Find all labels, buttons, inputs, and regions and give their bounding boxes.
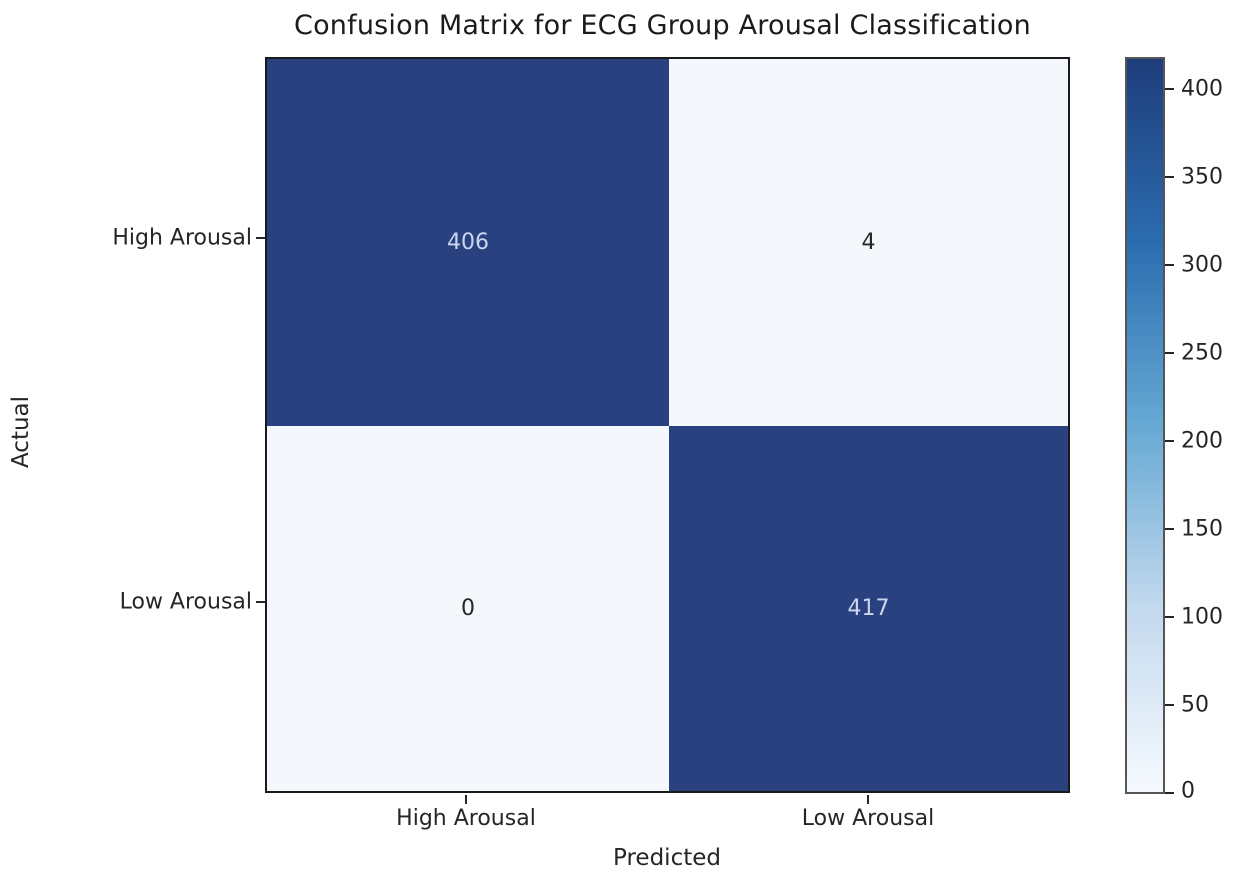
- x-tick-mark: [867, 795, 869, 804]
- colorbar-gradient: [1125, 57, 1165, 794]
- matrix-cell-actual-low-pred-high: 0: [267, 426, 669, 791]
- matrix-cell-actual-low-pred-low: 417: [669, 426, 1068, 791]
- colorbar-tick-mark: [1165, 440, 1174, 442]
- y-tick-mark: [256, 601, 265, 603]
- y-tick-label-high-arousal: High Arousal: [112, 225, 252, 251]
- colorbar-tick-mark: [1165, 88, 1174, 90]
- colorbar-tick-label: 250: [1181, 340, 1223, 366]
- colorbar-tick-label: 350: [1181, 164, 1223, 190]
- colorbar-tick-mark: [1165, 704, 1174, 706]
- colorbar-tick-mark: [1165, 616, 1174, 618]
- colorbar-tick-label: 100: [1181, 604, 1223, 630]
- colorbar-tick-label: 50: [1181, 692, 1209, 718]
- cell-value: 417: [847, 596, 890, 621]
- x-tick-mark: [465, 795, 467, 804]
- chart-title: Confusion Matrix for ECG Group Arousal C…: [294, 10, 1031, 41]
- x-tick-label-low-arousal: Low Arousal: [801, 806, 935, 831]
- colorbar-tick-mark: [1165, 176, 1174, 178]
- colorbar-tick-mark: [1165, 264, 1174, 266]
- y-tick-label-low-arousal: Low Arousal: [119, 589, 252, 615]
- colorbar-tick-label: 400: [1181, 76, 1223, 102]
- colorbar-tick-mark: [1165, 792, 1174, 794]
- cell-value: 406: [447, 230, 489, 255]
- matrix-cell-actual-high-pred-high: 406: [267, 59, 669, 426]
- y-tick-mark: [256, 237, 265, 239]
- colorbar-tick-label: 0: [1181, 778, 1195, 804]
- colorbar-tick-label: 150: [1181, 516, 1223, 542]
- heatmap-plot-area: 406 4 0 417: [265, 57, 1070, 793]
- x-tick-label-high-arousal: High Arousal: [396, 806, 536, 831]
- colorbar-tick-label: 200: [1181, 428, 1223, 454]
- colorbar-tick-mark: [1165, 528, 1174, 530]
- colorbar-tick-label: 300: [1181, 252, 1223, 278]
- cell-value: 0: [461, 596, 475, 621]
- colorbar-tick-mark: [1165, 352, 1174, 354]
- x-axis-label: Predicted: [613, 845, 721, 871]
- cell-value: 4: [861, 230, 876, 255]
- y-axis-label: Actual: [8, 395, 34, 469]
- matrix-cell-actual-high-pred-low: 4: [669, 59, 1068, 426]
